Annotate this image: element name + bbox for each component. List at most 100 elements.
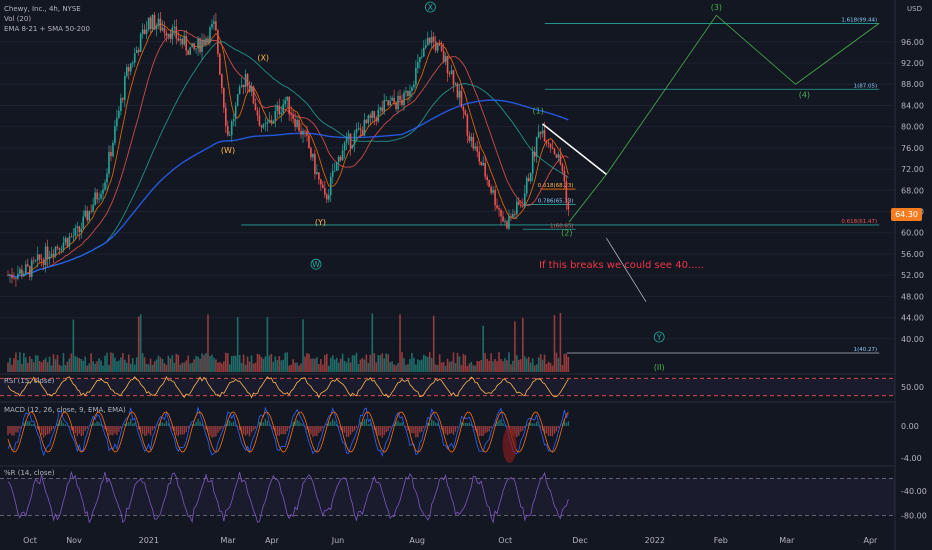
candle-body [232,119,235,122]
candle-body [472,136,475,149]
macd-hist [355,426,358,429]
volume-bar [110,352,112,372]
candle-body [335,162,338,171]
candle-body [306,131,308,136]
macd-hist [13,426,15,436]
candle-body [551,147,554,149]
volume-bar [159,357,162,372]
macd-hist [272,426,275,430]
macd-hist [183,426,185,435]
macd-hist [38,426,41,431]
macd-hist [474,426,476,431]
williams-r-panel: -40.00 -80.00 [0,465,927,524]
volume-bar [353,355,356,372]
volume-bar [114,357,116,372]
candle-body [248,85,251,92]
candle-body [230,121,233,136]
volume-bar [446,358,449,372]
candle-body [207,38,209,43]
volume-bar [567,356,570,372]
volume-bar [438,354,441,372]
candle-body [389,100,391,106]
candle-body [525,177,528,194]
candle-body [82,216,85,229]
candle-body [213,21,215,25]
volume-bar [466,365,469,372]
candle-body [320,179,322,185]
volume-bar [201,353,203,372]
macd-hist [84,426,86,432]
macd-hist [225,424,227,426]
candle-body [209,27,211,43]
volume-bar [74,356,77,372]
candle-body [333,170,336,172]
candle-body [90,210,92,212]
candle-body [264,123,267,125]
macd-hist [395,421,397,426]
macd-hist [429,423,431,426]
volume-bar [506,360,508,372]
candle-body [19,269,21,274]
macd-hist [120,426,122,429]
volume-bar [290,364,292,372]
band [0,378,895,396]
volume-bar [294,362,296,372]
macd-hist [219,426,221,431]
volume-bar [94,363,96,372]
candle-body [15,278,17,280]
candle-body [304,130,306,132]
volume-bar [440,362,443,372]
macd-hist [549,426,552,436]
volume-bar [424,355,427,372]
volume-bar [171,355,174,372]
candle-body [44,246,47,266]
volume-bar [58,364,61,372]
volume-bar [363,359,366,372]
macd-hist [211,426,213,438]
macd-hist [526,424,528,426]
macd-hist [468,422,471,426]
volume-bar [66,361,69,372]
volume-bar [355,352,358,372]
candle-body [161,27,164,31]
candle-body [100,193,102,199]
candle-body [442,50,445,62]
volume-bar [522,317,524,372]
macd-hist [19,426,21,429]
wave-label: W [312,260,320,269]
candle-body [341,150,344,161]
macd-hist [35,426,37,427]
time-tick: Nov [66,536,82,545]
macd-hist [209,426,211,436]
volume-bar [377,355,380,372]
volume-bar [246,356,249,372]
macd-hist [496,421,498,426]
volume-bar [472,365,475,372]
macd-line [7,406,569,457]
chart-legend: Chewy, Inc., 4h, NYSE Vol (20) EMA 8-21 … [4,4,90,34]
price-tick: 60.00 [901,229,924,238]
candle-body [510,216,512,218]
volume-bar [276,360,279,372]
time-tick: Oct [498,536,512,545]
volume-bar [139,314,142,372]
volume-bar [183,362,186,372]
volume-bar [397,363,399,372]
macd-hist [221,426,223,429]
fib-label: 1(60.65) [550,223,574,229]
volume-bar [531,358,534,372]
pr-line [7,470,569,524]
candle-body [278,105,281,115]
volume-bar [421,359,423,372]
volume-bar [516,355,518,372]
macd-highlight [502,427,517,463]
volume-bar [226,353,229,372]
volume-bar [56,354,59,372]
candle-body [244,74,247,88]
volume-bar [387,354,389,372]
macd-hist [78,426,80,434]
macd-hist [486,426,488,433]
volume-bar [308,353,310,372]
macd-hist [460,422,463,426]
macd-hist [134,422,136,426]
